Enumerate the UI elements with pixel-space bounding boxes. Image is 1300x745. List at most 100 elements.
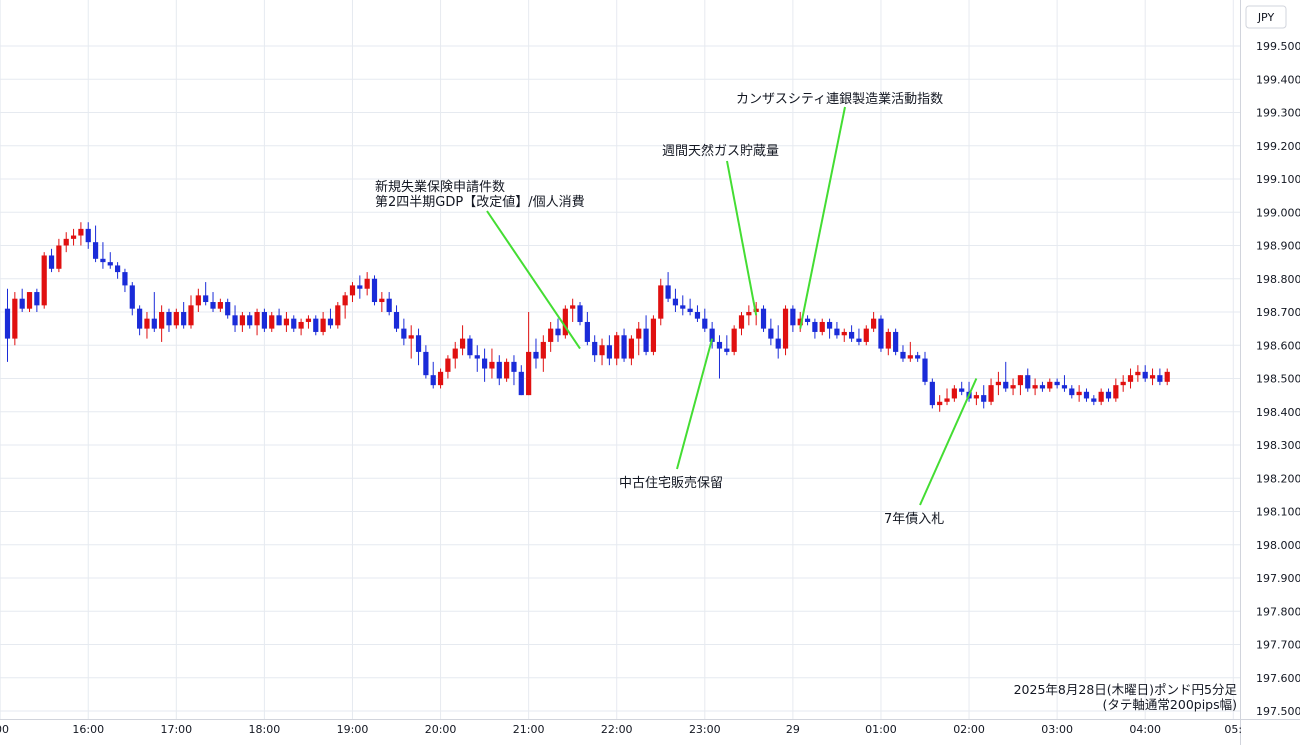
candle-body <box>357 285 363 289</box>
candle <box>1157 368 1163 386</box>
candle <box>841 328 847 342</box>
candle <box>1061 375 1068 392</box>
candle-body <box>408 335 414 339</box>
chart-caption: 2025年8月28日(木曜日)ポンド円5分足 (タテ軸通常200pips幅) <box>1014 682 1238 712</box>
candle-body <box>291 318 297 329</box>
candle-body <box>12 298 18 339</box>
candle-body <box>1032 385 1038 389</box>
candle-body <box>19 298 25 309</box>
candle-body <box>981 395 987 402</box>
candle-body <box>548 328 554 342</box>
candle-body <box>555 328 561 336</box>
candle-body <box>335 305 341 326</box>
candle <box>166 308 172 332</box>
y-tick-label: 197.900 <box>1256 572 1300 585</box>
candle <box>526 312 532 396</box>
candle <box>1149 368 1156 386</box>
candle-body <box>239 315 245 326</box>
candle-body <box>1120 381 1126 386</box>
y-tick-label: 197.800 <box>1256 605 1300 618</box>
candle <box>41 252 47 309</box>
annotation-leader <box>486 210 581 350</box>
candle <box>562 305 568 339</box>
candle <box>92 225 99 263</box>
candle <box>305 315 312 329</box>
candle-body <box>746 312 752 316</box>
x-tick-label: 03:00 <box>1041 723 1073 736</box>
candle-body <box>70 235 77 239</box>
candle-body <box>159 312 165 329</box>
candle <box>951 385 957 402</box>
candle <box>474 345 480 372</box>
y-tick-label: 199.400 <box>1256 73 1300 86</box>
price-axis[interactable]: 199.500 199.400 199.300 199.200 199.100 199.0… <box>1240 0 1300 745</box>
candle-body <box>614 335 620 359</box>
candle <box>826 318 833 339</box>
candle-body <box>922 358 928 382</box>
candle-body <box>804 318 811 322</box>
candle <box>724 335 730 356</box>
candle <box>320 312 326 336</box>
y-tick-label: 197.700 <box>1256 639 1300 652</box>
candle-body <box>195 295 201 306</box>
currency-badge[interactable]: JPY <box>1245 5 1287 29</box>
candle-body <box>26 292 33 309</box>
candle <box>716 335 723 379</box>
candle-body <box>1091 398 1097 402</box>
time-axis[interactable]: :00 16:00 17:00 18:00 19:00 20:00 21:00 22:00 23… <box>0 719 1300 737</box>
candle-body <box>1105 391 1112 399</box>
candle <box>628 335 634 366</box>
y-tick-label: 198.400 <box>1256 406 1300 419</box>
candle-body <box>731 328 737 352</box>
candle <box>379 292 385 312</box>
y-tick-label: 198.700 <box>1256 306 1300 319</box>
candle-body <box>203 295 209 303</box>
candle <box>56 238 62 273</box>
candle-body <box>709 328 715 342</box>
candle <box>518 365 524 396</box>
candle-body <box>261 312 267 329</box>
candle <box>1142 365 1148 382</box>
y-tick-label: 198.100 <box>1256 506 1300 519</box>
candle <box>232 305 238 332</box>
x-tick-label: 19:00 <box>337 723 369 736</box>
candles <box>4 222 1170 412</box>
candle <box>1069 385 1075 399</box>
candle-body <box>313 318 319 332</box>
x-tick-label: 17:00 <box>160 723 192 736</box>
candle <box>269 312 275 332</box>
candle <box>1039 381 1046 392</box>
candle-body <box>760 308 767 329</box>
x-tick-label: 23:00 <box>689 723 721 736</box>
candle-body <box>188 305 194 326</box>
candle-body <box>768 328 774 339</box>
annotation-label: 新規失業保険申請件数 <box>375 179 505 195</box>
candle-body <box>526 351 532 396</box>
candle <box>636 321 642 356</box>
annotation-label: 7年債入札 <box>884 512 944 527</box>
candle <box>1076 385 1082 402</box>
candle-body <box>459 338 466 349</box>
candle-body <box>1113 385 1119 399</box>
candle-body <box>445 358 451 372</box>
candle <box>239 312 245 332</box>
candle <box>430 361 436 389</box>
x-tick-label: 18:00 <box>249 723 281 736</box>
candle <box>151 292 157 332</box>
candle <box>159 305 165 342</box>
candle-body <box>672 298 679 306</box>
candle <box>467 335 473 359</box>
grid <box>0 0 1240 719</box>
candle <box>760 305 767 332</box>
candle <box>137 305 143 336</box>
annotation-leader <box>799 106 846 329</box>
x-tick-label: 22:00 <box>601 723 633 736</box>
candle-body <box>430 375 436 386</box>
candle <box>1098 388 1104 406</box>
candle-body <box>181 312 187 326</box>
candle <box>445 355 451 379</box>
candle <box>459 325 466 356</box>
x-tick-label: 05: <box>1224 723 1242 736</box>
candle <box>577 302 583 326</box>
candle-body <box>951 388 957 399</box>
